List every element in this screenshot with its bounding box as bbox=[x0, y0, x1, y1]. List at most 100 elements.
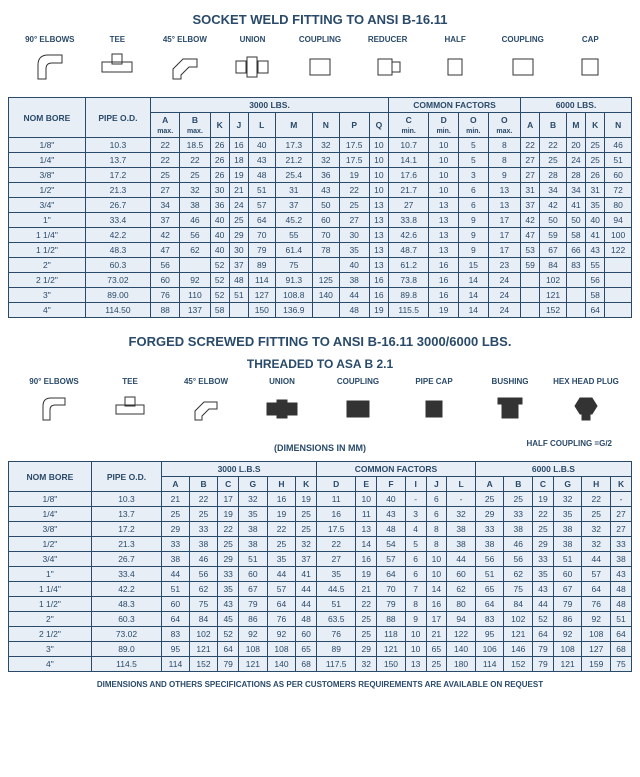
cell: 95 bbox=[162, 642, 190, 657]
cell: 60.3 bbox=[91, 612, 161, 627]
cell: 1" bbox=[9, 213, 86, 228]
cell: 46 bbox=[180, 213, 210, 228]
cell: 38 bbox=[475, 537, 504, 552]
cell: 21.2 bbox=[275, 153, 313, 168]
cell: 79 bbox=[239, 597, 268, 612]
hexplug-icon bbox=[548, 389, 624, 429]
cell: 41 bbox=[566, 198, 585, 213]
cell: 38 bbox=[162, 552, 190, 567]
cell: 95 bbox=[475, 627, 504, 642]
cell: 64 bbox=[475, 597, 504, 612]
cell: 52 bbox=[210, 288, 229, 303]
cell: 50 bbox=[313, 198, 340, 213]
cell: 60.3 bbox=[85, 258, 150, 273]
cell: 20 bbox=[566, 138, 585, 153]
cell: 55 bbox=[275, 228, 313, 243]
cell: 67 bbox=[540, 243, 567, 258]
table-row: 1"33.44456336044413519646106051623560574… bbox=[9, 567, 632, 582]
cell: 6 bbox=[426, 507, 447, 522]
cell: 89 bbox=[249, 258, 276, 273]
cell: 14 bbox=[458, 273, 488, 288]
cell: 6 bbox=[405, 552, 426, 567]
cell: 19 bbox=[339, 168, 369, 183]
cell: 1/4" bbox=[9, 507, 92, 522]
cell: 75 bbox=[504, 582, 533, 597]
cell: 60 bbox=[447, 567, 476, 582]
cell: 33.4 bbox=[85, 213, 150, 228]
cell: 13 bbox=[488, 198, 520, 213]
table-row: 1 1/2"48.3607543796444512279816806484447… bbox=[9, 597, 632, 612]
th-col: C bbox=[533, 477, 554, 492]
th-col: L bbox=[447, 477, 476, 492]
cell: 7 bbox=[405, 582, 426, 597]
cell: 2" bbox=[9, 258, 86, 273]
cell: 10 bbox=[356, 492, 377, 507]
th-col: E bbox=[356, 477, 377, 492]
cell: 21 bbox=[426, 627, 447, 642]
cell: 19 bbox=[296, 492, 317, 507]
cell: 59 bbox=[521, 258, 540, 273]
cell: 22 bbox=[189, 492, 218, 507]
cell: 45 bbox=[218, 612, 239, 627]
cell: 108.8 bbox=[275, 288, 313, 303]
cell: 37 bbox=[296, 552, 317, 567]
cell: 36 bbox=[313, 168, 340, 183]
cell: 16 bbox=[267, 492, 296, 507]
cell: 33 bbox=[611, 537, 632, 552]
th-col: G bbox=[239, 477, 268, 492]
cell: 10 bbox=[405, 642, 426, 657]
cell: 127 bbox=[249, 288, 276, 303]
th-col: K bbox=[586, 113, 605, 138]
cell: 24 bbox=[488, 273, 520, 288]
cell: 10 bbox=[426, 552, 447, 567]
th-col: B bbox=[504, 477, 533, 492]
cell: 83 bbox=[566, 258, 585, 273]
cell: 13.7 bbox=[91, 507, 161, 522]
cell: 57 bbox=[249, 198, 276, 213]
cell: 64 bbox=[533, 627, 554, 642]
cell: 27 bbox=[389, 198, 429, 213]
cell: 2 1/2" bbox=[9, 627, 92, 642]
cell: 13 bbox=[369, 198, 388, 213]
cell: 35 bbox=[239, 507, 268, 522]
cell: 136.9 bbox=[275, 303, 313, 318]
cell: 146 bbox=[504, 642, 533, 657]
cell: 43 bbox=[533, 582, 554, 597]
cell: 48 bbox=[611, 597, 632, 612]
elbow-icon bbox=[16, 389, 92, 429]
table-row: 1"33.4374640256445.260271333.81391742505… bbox=[9, 213, 632, 228]
cell: 121 bbox=[553, 657, 582, 672]
diagrams-row-2: 90° ELBOWS TEE 45° ELBOW UNION COUPLING … bbox=[8, 377, 632, 429]
cell: 16 bbox=[356, 552, 377, 567]
cell: 114.50 bbox=[85, 303, 150, 318]
cell: 64 bbox=[162, 612, 190, 627]
cell: 56 bbox=[189, 567, 218, 582]
cell: 60 bbox=[162, 597, 190, 612]
th-col: Omin. bbox=[458, 113, 488, 138]
diag1-8: CAP bbox=[557, 35, 625, 44]
cell: 27 bbox=[151, 183, 180, 198]
title-2: FORGED SCREWED FITTING TO ANSI B-16.11 3… bbox=[8, 334, 632, 349]
table-row: 1/2"21.327323021513143221021.71061331343… bbox=[9, 183, 632, 198]
cell: 43 bbox=[249, 153, 276, 168]
cell: 89.8 bbox=[389, 288, 429, 303]
cell: 37 bbox=[521, 198, 540, 213]
diag2-1: TEE bbox=[92, 377, 168, 386]
cell: 51 bbox=[162, 582, 190, 597]
cell: 32 bbox=[582, 537, 611, 552]
cell: 29 bbox=[229, 228, 248, 243]
cell: 11 bbox=[317, 492, 356, 507]
cell: 13 bbox=[369, 228, 388, 243]
cell: 32 bbox=[356, 657, 377, 672]
cell: 79 bbox=[377, 597, 406, 612]
cell: 1 1/2" bbox=[9, 243, 86, 258]
cell: 9 bbox=[458, 213, 488, 228]
cell: 13 bbox=[429, 198, 459, 213]
cell: 47 bbox=[151, 243, 180, 258]
cell: 83 bbox=[162, 627, 190, 642]
cell: 64 bbox=[218, 642, 239, 657]
cell: 51 bbox=[553, 552, 582, 567]
cell: 92 bbox=[553, 627, 582, 642]
cell: 56 bbox=[475, 552, 504, 567]
th-col: F bbox=[377, 477, 406, 492]
